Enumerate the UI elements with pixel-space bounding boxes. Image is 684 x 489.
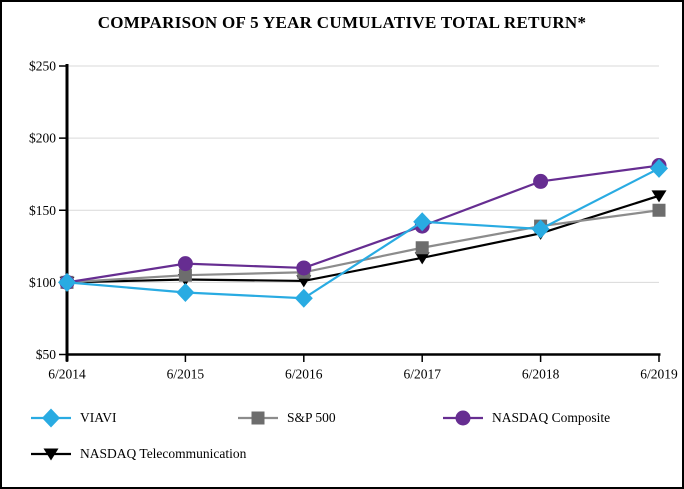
y-tick-label: $200	[29, 131, 56, 146]
marker-viavi	[58, 272, 76, 292]
legend-marker-s-p-500	[251, 411, 265, 425]
y-tick-label: $250	[29, 59, 56, 74]
marker-s-p-500	[178, 268, 192, 282]
x-tick-label: 6/2015	[167, 367, 205, 382]
x-tick-label: 6/2014	[48, 367, 86, 382]
line-viavi	[66, 167, 660, 300]
y-tick-label: $50	[36, 347, 57, 362]
line-nasdaq-telecommunication	[66, 194, 660, 284]
legend-item-nasdaq-composite: NASDAQ Composite	[443, 406, 610, 430]
legend-marker-nasdaq-composite	[455, 410, 471, 426]
chart-title: COMPARISON OF 5 YEAR CUMULATIVE TOTAL RE…	[97, 13, 587, 32]
marker-nasdaq-composite	[296, 260, 312, 276]
marker-s-p-500	[652, 203, 666, 217]
legend-label: VIAVI	[80, 410, 117, 425]
x-tick-label: 6/2017	[403, 367, 441, 382]
nasdaq-telecommunication-triangle-icon	[31, 448, 71, 461]
marker-viavi	[531, 219, 550, 239]
legend-label: NASDAQ Composite	[492, 410, 611, 425]
marker-nasdaq-composite	[177, 256, 193, 272]
legend-label: S&P 500	[287, 410, 336, 425]
legend-item-sp500: S&P 500	[238, 406, 336, 430]
marker-s-p-500	[415, 241, 429, 255]
marker-viavi	[413, 212, 432, 232]
legend-marker-viavi	[42, 408, 60, 428]
y-tick-label: $150	[29, 203, 56, 218]
marker-viavi	[650, 158, 668, 178]
legend-label: NASDAQ Telecommunication	[80, 446, 247, 461]
marker-viavi	[294, 288, 313, 308]
x-tick-label: 6/2016	[285, 367, 323, 382]
x-tick-label: 6/2019	[640, 367, 678, 382]
viavi-diamond-icon	[31, 408, 71, 428]
marker-viavi	[176, 282, 195, 302]
marker-nasdaq-composite	[533, 173, 549, 189]
y-tick-label: $100	[29, 275, 56, 290]
x-tick-label: 6/2018	[522, 367, 560, 382]
sp500-square-icon	[238, 411, 278, 425]
legend-marker-nasdaq-telecommunication	[43, 448, 59, 461]
marker-nasdaq-telecommunication	[414, 252, 430, 265]
legend-item-nasdaq-telecommunication: NASDAQ Telecommunication	[31, 442, 246, 466]
nasdaq-composite-circle-icon	[443, 410, 483, 426]
marker-nasdaq-telecommunication	[651, 190, 667, 203]
legend-item-viavi: VIAVI	[31, 406, 117, 430]
line-nasdaq-composite	[66, 164, 660, 284]
